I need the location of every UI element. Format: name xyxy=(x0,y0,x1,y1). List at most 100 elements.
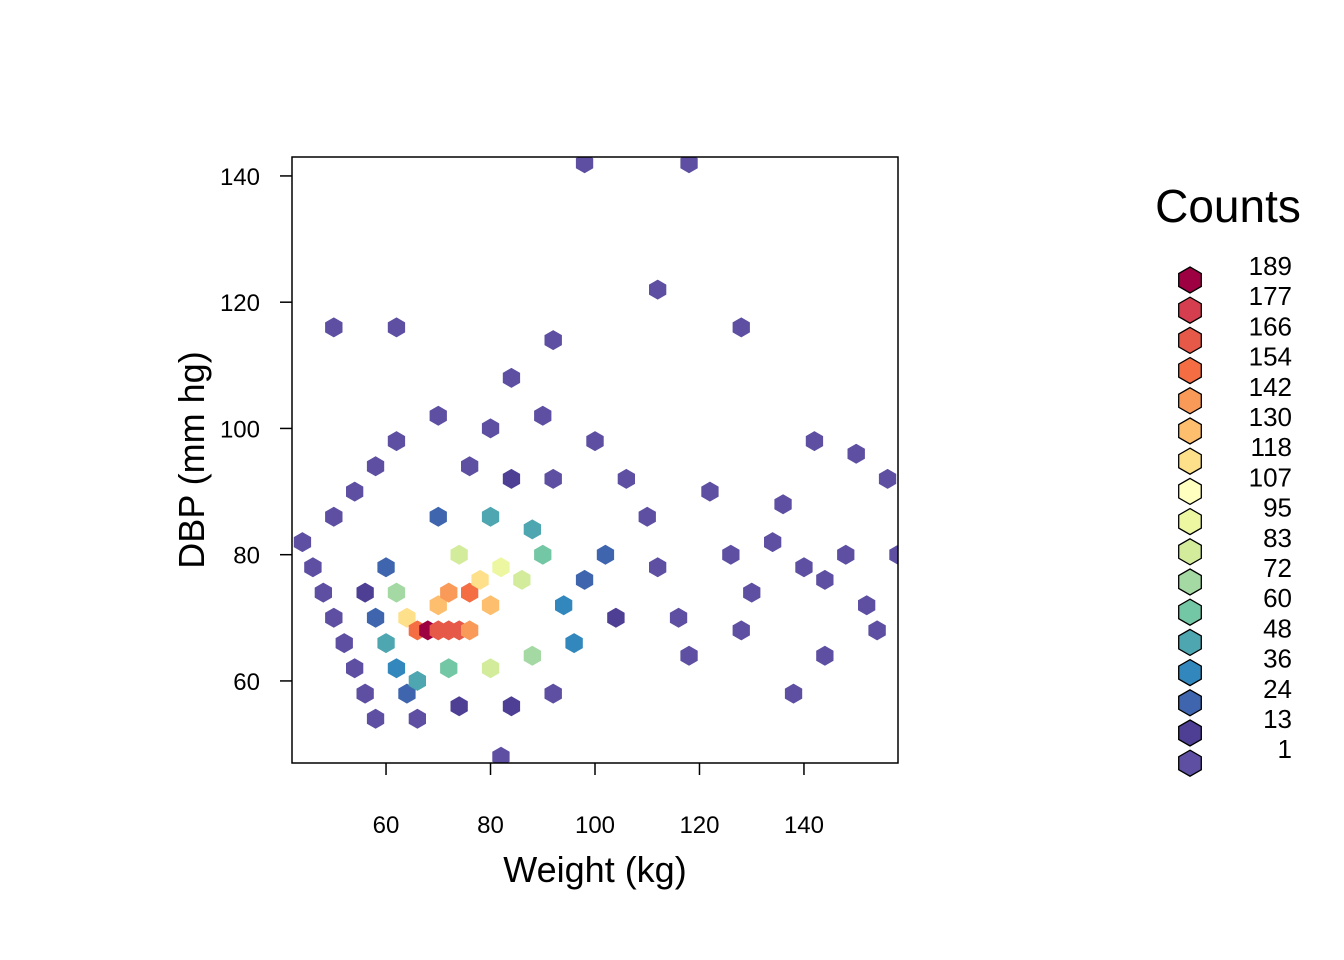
hexbin-cell xyxy=(889,544,898,565)
hexbin-cell xyxy=(440,658,458,679)
x-tick-label: 60 xyxy=(373,812,400,839)
legend-swatch xyxy=(1178,658,1202,687)
x-tick-label: 140 xyxy=(784,812,824,839)
hexbin-cell xyxy=(784,683,803,704)
legend-swatch xyxy=(1178,507,1202,536)
hexbin-cell xyxy=(450,544,468,565)
legend-label: 142 xyxy=(1249,372,1292,402)
legend-swatch xyxy=(1178,326,1202,355)
hexbin-cell xyxy=(481,418,500,439)
hexbin-cell xyxy=(534,544,552,565)
hexbin-cell xyxy=(429,405,447,426)
hexbin-cell xyxy=(816,569,834,590)
hexbin-cell xyxy=(325,317,343,338)
legend-swatch xyxy=(1178,568,1202,596)
hexbin-cell xyxy=(502,468,521,489)
hexbin-cell xyxy=(304,557,322,578)
hexbin-cell xyxy=(555,595,573,616)
hexbin-cell xyxy=(429,595,447,616)
hexbin-cell xyxy=(481,506,500,527)
legend-label: 154 xyxy=(1249,342,1292,372)
hexbin-cell xyxy=(366,708,385,729)
legend-swatch xyxy=(1178,447,1202,475)
hexbin-cell xyxy=(440,582,458,603)
hexbin-cell xyxy=(481,658,500,679)
legend-swatch xyxy=(1178,538,1202,566)
hexbin-cell xyxy=(858,595,876,616)
hexbin-cell xyxy=(502,696,521,717)
hexbin-cells xyxy=(293,157,898,763)
legend-swatch xyxy=(1178,356,1202,385)
legend-label: 107 xyxy=(1249,462,1292,492)
x-axis-title: Weight (kg) xyxy=(503,849,686,890)
legend-swatch xyxy=(1178,477,1202,506)
hexbin-cell xyxy=(366,607,385,628)
plot-frame xyxy=(291,156,899,764)
hexbin-cell xyxy=(868,620,886,641)
legend-label: 60 xyxy=(1263,583,1292,613)
y-axis: 60 80 100 120 140 xyxy=(220,164,292,696)
x-axis: 60 80 100 120 140 xyxy=(373,763,824,839)
legend-swatch xyxy=(1178,296,1202,324)
hexbin-cell xyxy=(356,582,374,603)
hexbin-cell xyxy=(847,443,865,464)
hexbin-cell xyxy=(387,658,406,679)
hexbin-cell xyxy=(346,658,364,679)
hexbin-cell xyxy=(325,607,343,628)
legend-label: 72 xyxy=(1263,553,1292,583)
hexbin-cell xyxy=(461,582,479,603)
hexbin-cell xyxy=(387,582,406,603)
x-tick-label: 100 xyxy=(575,812,615,839)
legend-swatch xyxy=(1178,719,1202,747)
x-tick-label: 120 xyxy=(679,812,719,839)
legend-swatch xyxy=(1178,598,1202,626)
hexbin-cell xyxy=(565,633,583,654)
hexbin-cell xyxy=(649,279,667,300)
legend-swatch xyxy=(1178,417,1202,445)
hexbin-cell xyxy=(575,157,594,174)
hexbin-cell xyxy=(544,468,562,489)
legend-label: 118 xyxy=(1251,432,1292,462)
hexbin-cell xyxy=(649,557,667,578)
y-tick-label: 120 xyxy=(220,290,260,317)
legend-label: 48 xyxy=(1263,613,1292,643)
hexbin-cell xyxy=(575,569,594,590)
hexbin-cell xyxy=(732,317,750,338)
hexbin-cell xyxy=(596,544,615,565)
hexbin-cell xyxy=(795,557,813,578)
legend: Counts 189177166154142130118107958372604… xyxy=(1155,180,1301,777)
hexbin-cell xyxy=(450,696,468,717)
y-tick-label: 80 xyxy=(233,543,260,570)
hexbin-cell xyxy=(837,544,855,565)
hexbin-cell xyxy=(502,367,521,388)
hexbin-cell xyxy=(816,645,834,666)
hexbin-cell xyxy=(293,532,312,553)
hexbin-cell xyxy=(680,645,698,666)
hexbin-cell xyxy=(774,494,792,515)
hexbin-cell xyxy=(544,683,562,704)
legend-swatch xyxy=(1178,266,1202,294)
hexbin-cell xyxy=(523,645,541,666)
hexbin-cell xyxy=(481,595,500,616)
hexbin-cell xyxy=(387,431,406,452)
hexbin-cell xyxy=(461,456,479,477)
hexbin-cell xyxy=(314,582,332,603)
hexbin-cell xyxy=(377,633,395,654)
legend-label: 83 xyxy=(1263,523,1292,553)
legend-label: 13 xyxy=(1263,704,1292,734)
hexbin-cell xyxy=(534,405,552,426)
hexbin-cell xyxy=(617,468,635,489)
hexbin-cell xyxy=(764,532,782,553)
hexbin-cell xyxy=(513,569,531,590)
legend-label: 130 xyxy=(1249,402,1292,432)
hexbin-cell xyxy=(722,544,740,565)
hexbin-cell xyxy=(346,481,364,502)
hexbin-cell xyxy=(408,670,426,691)
legend-label: 1 xyxy=(1278,734,1292,764)
hexbin-cell xyxy=(607,607,625,628)
hexbin-cell xyxy=(335,633,353,654)
hexbin-cell xyxy=(586,431,604,452)
hexbin-cell xyxy=(669,607,688,628)
hexbin-cell xyxy=(377,557,395,578)
hexbin-cell xyxy=(680,157,698,174)
